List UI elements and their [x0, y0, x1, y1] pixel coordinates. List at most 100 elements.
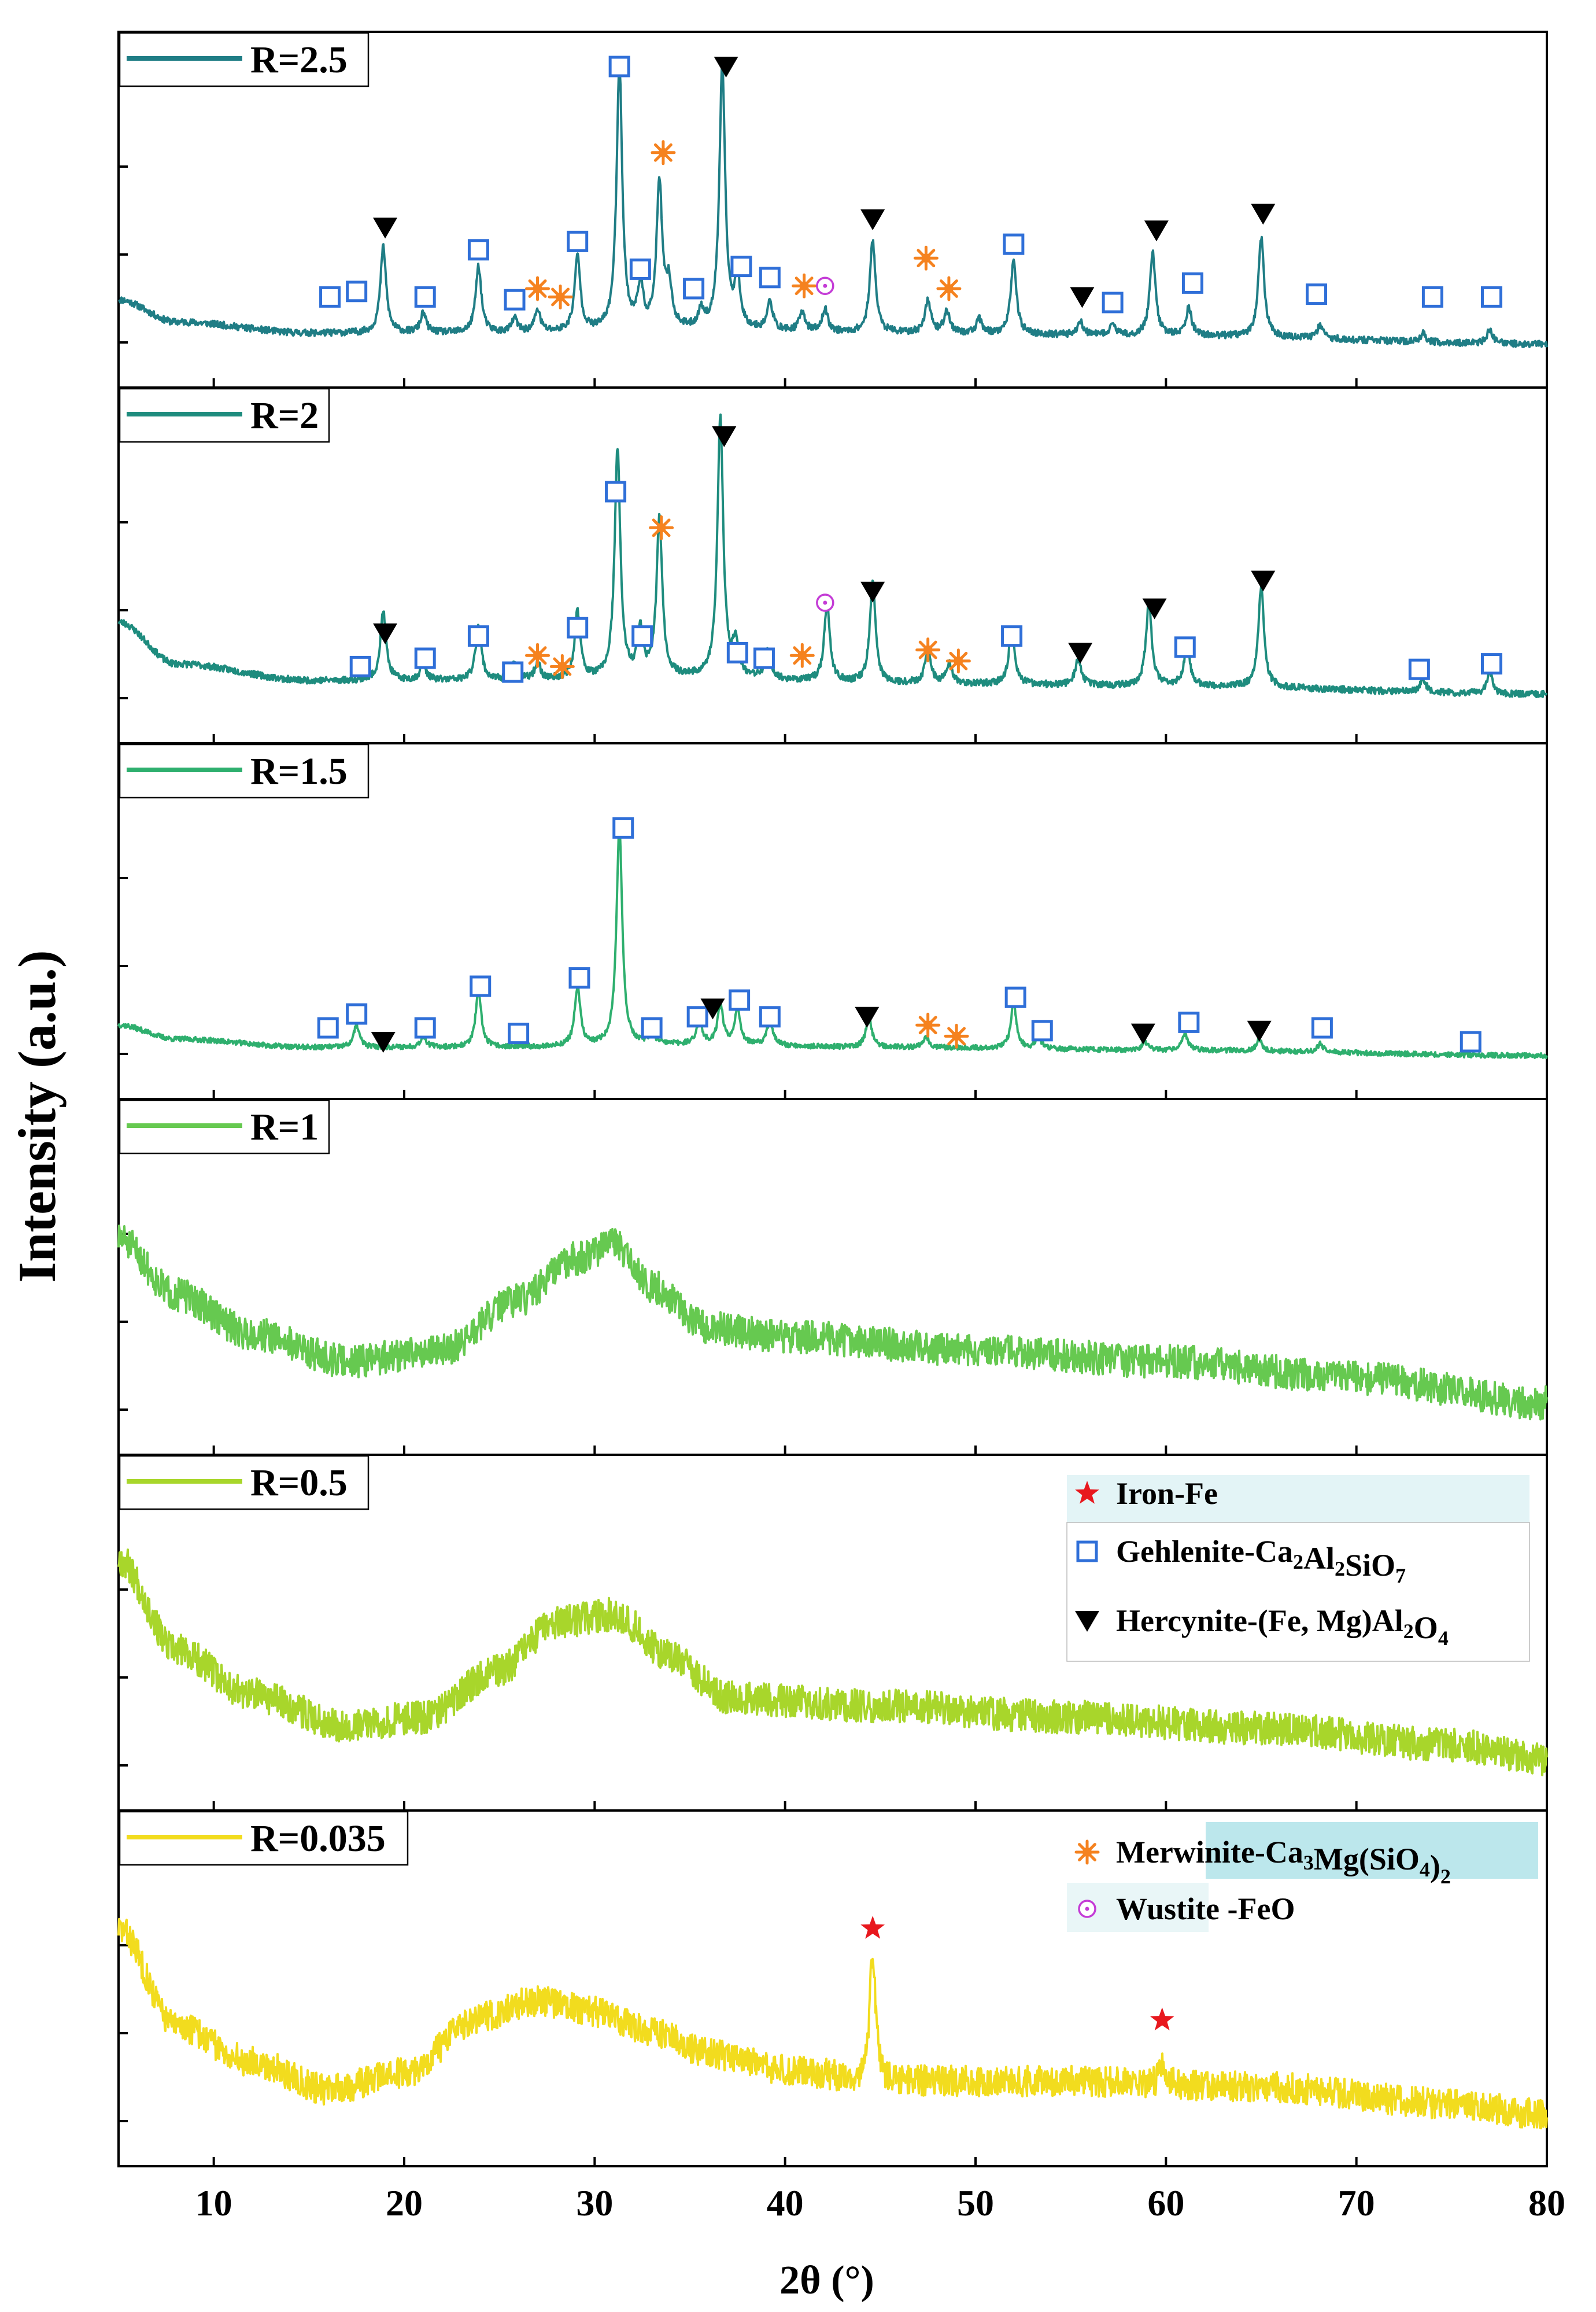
star-marker: [860, 1916, 885, 1939]
x-axis-label: 2θ (°): [779, 2258, 874, 2303]
triangle-marker: [1251, 570, 1276, 592]
square-marker: [1031, 1020, 1053, 1042]
square-marker: [612, 817, 634, 839]
square-marker: [568, 967, 590, 989]
series-line: [117, 413, 1548, 698]
square-marker: [1421, 286, 1443, 308]
square-marker: [729, 989, 751, 1011]
square-marker: [1460, 1031, 1482, 1053]
triangle-marker: [860, 209, 885, 230]
square-marker: [414, 647, 436, 669]
series-legend: R=1.5: [119, 743, 370, 799]
square-marker: [467, 625, 489, 647]
y-axis-label: Intensity (a.u.): [8, 950, 66, 1282]
square-marker: [1174, 636, 1196, 658]
square-marker: [629, 258, 651, 280]
square-marker: [683, 278, 705, 300]
series-label: R=0.035: [250, 1817, 386, 1860]
square-marker: [470, 975, 492, 997]
square-marker: [1408, 658, 1430, 680]
triangle-marker: [1070, 287, 1095, 308]
square-marker: [1480, 653, 1502, 675]
x-tick-label: 80: [1528, 2182, 1565, 2223]
circle-legend-marker: [1078, 1900, 1096, 1918]
series-line: [117, 1918, 1548, 2130]
triangle-marker: [714, 57, 738, 78]
triangle-marker: [1142, 598, 1167, 620]
asterisk-marker: [549, 654, 575, 679]
square-marker: [346, 1003, 368, 1025]
asterisk-marker: [915, 637, 941, 663]
panel-frame: [117, 1809, 1548, 2167]
square-marker: [1311, 1017, 1333, 1039]
square-marker: [502, 661, 524, 683]
x-tick-label: 50: [957, 2182, 994, 2223]
asterisk-marker: [944, 1023, 969, 1049]
series-line: [118, 60, 1548, 348]
asterisk-marker: [649, 515, 674, 540]
phase-legend-label: Hercynite-(Fe, Mg)Al2O4: [1116, 1603, 1449, 1650]
square-marker: [319, 286, 341, 308]
series-line: [117, 1548, 1548, 1776]
asterisk-marker: [945, 648, 971, 674]
triangle-marker: [1144, 220, 1169, 242]
square-marker: [349, 655, 371, 677]
triangle-legend-marker: [1075, 1611, 1099, 1632]
asterisk-marker: [792, 273, 817, 298]
triangle-marker: [1068, 643, 1093, 664]
asterisk-marker: [936, 276, 962, 301]
circle-marker: [816, 276, 834, 295]
asterisk-marker: [548, 284, 573, 309]
square-marker: [414, 1017, 436, 1039]
triangle-marker: [373, 217, 398, 239]
panel-2: R=1.5: [117, 742, 1548, 1100]
square-marker: [1004, 986, 1026, 1008]
triangle-marker: [371, 1032, 396, 1053]
square-marker: [641, 1017, 663, 1039]
series-label: R=1.5: [250, 750, 348, 792]
square-marker: [686, 1006, 708, 1028]
triangle-marker: [1130, 1023, 1155, 1045]
series-label: R=1: [250, 1106, 319, 1148]
square-marker: [504, 289, 526, 311]
x-tick-label: 30: [576, 2182, 613, 2223]
square-marker: [759, 267, 781, 289]
square-marker: [1306, 283, 1328, 305]
square-marker: [1003, 233, 1025, 255]
series-legend: R=2.5: [119, 32, 370, 87]
series-legend: R=1: [119, 1099, 330, 1155]
square-legend-marker: [1076, 1540, 1098, 1562]
square-marker: [467, 239, 489, 261]
triangle-marker: [712, 426, 737, 447]
phase-legend-label: Iron-Fe: [1116, 1476, 1218, 1511]
square-marker: [605, 481, 627, 503]
square-marker: [1001, 625, 1023, 647]
phase-legend-upper: Iron-Fe Gehlenite-Ca2Al2SiO7 Hercynite-(Fe…: [1066, 1475, 1530, 1662]
triangle-marker: [373, 623, 398, 644]
circle-marker: [816, 593, 834, 612]
triangle-marker: [860, 581, 885, 603]
square-marker: [1102, 292, 1124, 314]
asterisk-marker: [525, 276, 551, 301]
x-tick-label: 10: [195, 2182, 232, 2223]
square-marker: [317, 1017, 339, 1039]
triangle-marker: [700, 998, 725, 1020]
asterisk-marker: [525, 643, 551, 668]
square-marker: [508, 1023, 530, 1045]
square-marker: [753, 647, 775, 669]
series-legend: R=0.035: [119, 1810, 409, 1866]
series-legend: R=0.5: [119, 1455, 370, 1510]
square-marker: [1181, 272, 1203, 294]
square-marker: [730, 256, 752, 278]
square-marker: [726, 641, 748, 663]
x-tick-label: 20: [386, 2182, 423, 2223]
phase-legend-label: Merwinite-Ca3Mg(SiO4)2: [1116, 1835, 1451, 1888]
square-marker: [1480, 286, 1502, 308]
asterisk-legend-marker: [1074, 1839, 1100, 1865]
x-tick-label: 70: [1338, 2182, 1375, 2223]
asterisk-marker: [651, 140, 676, 165]
square-marker: [608, 56, 630, 78]
square-marker: [414, 286, 436, 308]
